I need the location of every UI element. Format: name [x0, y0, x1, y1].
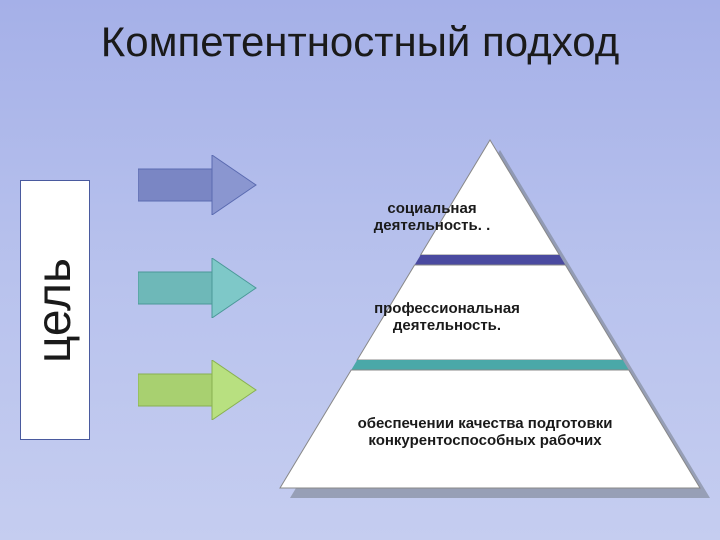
tier-1-divider — [415, 255, 566, 265]
tier-1-face — [421, 140, 560, 255]
goal-label: цель — [28, 257, 83, 362]
arrow-2 — [138, 258, 258, 318]
goal-label-box: цель — [20, 180, 90, 440]
tier-3-label: обеспечении качества подготовки конкурен… — [330, 415, 640, 450]
arrow-1 — [138, 155, 258, 215]
slide-title: Компетентностный подход — [0, 18, 720, 66]
tier-2-divider — [351, 360, 629, 370]
arrow-3 — [138, 360, 258, 420]
tier-1-label: социальная деятельность. . — [352, 200, 512, 235]
tier-2-label: профессиональная деятельность. — [352, 300, 542, 335]
